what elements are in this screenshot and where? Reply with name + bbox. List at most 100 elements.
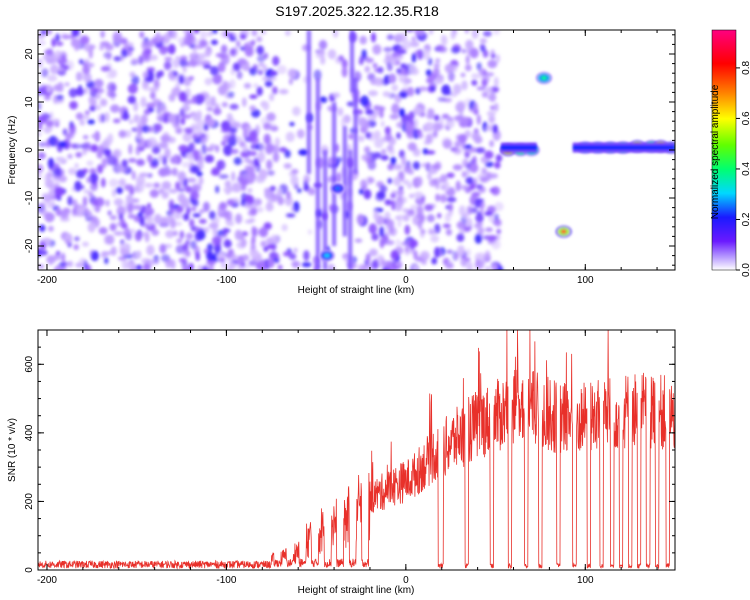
noise-blob <box>57 141 68 148</box>
streak <box>350 30 354 93</box>
noise-blob <box>285 131 295 142</box>
noise-blob <box>221 120 231 132</box>
noise-blob <box>194 44 205 49</box>
noise-blob <box>151 37 160 44</box>
noise-blob <box>44 212 55 223</box>
noise-blob <box>273 258 280 263</box>
noise-blob <box>146 215 154 226</box>
noise-blob <box>162 191 169 199</box>
noise-blob <box>252 64 258 71</box>
noise-blob <box>68 88 78 98</box>
noise-blob <box>178 187 185 193</box>
noise-blob <box>128 119 134 125</box>
noise-blob <box>257 151 266 163</box>
noise-blob <box>433 131 438 137</box>
noise-blob <box>494 213 499 221</box>
noise-blob <box>48 255 53 266</box>
noise-blob <box>371 233 379 241</box>
noise-blob <box>61 209 70 219</box>
noise-blob <box>374 78 384 87</box>
noise-blob <box>139 31 145 39</box>
noise-blob <box>184 197 191 209</box>
noise-blob <box>255 175 266 184</box>
noise-blob <box>407 125 413 134</box>
noise-blob <box>484 211 494 216</box>
noise-blob <box>376 191 386 198</box>
noise-blob <box>136 133 142 141</box>
noise-blob <box>441 84 451 96</box>
noise-blob <box>53 175 60 182</box>
noise-blob <box>372 62 378 69</box>
noise-blob <box>396 68 402 74</box>
noise-blob <box>388 73 397 84</box>
noise-blob <box>372 44 382 55</box>
y-tick-label: -10 <box>24 190 35 205</box>
noise-blob <box>448 70 455 82</box>
noise-blob <box>249 105 256 111</box>
noise-blob <box>256 206 264 213</box>
noise-blob <box>484 250 491 260</box>
noise-blob <box>150 157 160 167</box>
y-tick-label: 0 <box>24 147 35 153</box>
noise-blob <box>494 218 502 228</box>
noise-blob <box>307 229 313 235</box>
noise-blob <box>251 225 256 237</box>
chart-title: S197.2025.322.12.35.R18 <box>275 3 439 19</box>
noise-blob <box>364 65 371 73</box>
noise-blob <box>79 119 86 126</box>
noise-blob <box>41 30 46 35</box>
noise-blob <box>276 188 282 198</box>
noise-blob <box>421 261 427 265</box>
noise-blob <box>487 59 498 69</box>
noise-blob <box>118 178 126 187</box>
noise-blob <box>83 72 92 83</box>
noise-blob <box>249 249 259 257</box>
noise-blob <box>476 221 484 227</box>
noise-blob <box>489 105 495 111</box>
noise-blob <box>201 266 208 270</box>
noise-blob <box>386 219 395 229</box>
noise-blob <box>139 215 145 227</box>
noise-blob <box>181 161 192 168</box>
noise-blob <box>269 185 276 192</box>
noise-blob <box>267 76 277 81</box>
noise-blob <box>247 188 253 193</box>
noise-blob <box>466 205 472 216</box>
noise-blob <box>477 227 485 234</box>
noise-blob <box>241 262 246 267</box>
noise-blob <box>215 185 220 194</box>
noise-blob <box>125 194 134 204</box>
noise-blob <box>387 163 394 171</box>
noise-blob <box>407 64 418 75</box>
noise-blob <box>178 144 189 152</box>
noise-blob <box>188 76 194 81</box>
noise-blob <box>263 101 270 111</box>
noise-blob <box>386 61 393 72</box>
noise-blob <box>39 202 47 207</box>
noise-blob <box>148 87 159 92</box>
noise-blob <box>335 172 342 183</box>
noise-blob <box>248 151 257 156</box>
noise-blob <box>371 259 379 270</box>
noise-blob <box>453 148 462 155</box>
noise-blob <box>129 228 136 234</box>
noise-blob <box>401 155 407 167</box>
noise-blob <box>251 39 256 46</box>
noise-blob <box>146 67 156 73</box>
noise-blob <box>488 92 497 103</box>
noise-blob <box>461 80 468 91</box>
noise-blob <box>189 53 196 59</box>
noise-blob <box>154 123 163 132</box>
noise-blob <box>38 58 42 65</box>
noise-blob <box>74 236 80 242</box>
noise-blob <box>259 142 264 153</box>
noise-blob <box>434 246 441 258</box>
noise-blob <box>267 170 275 176</box>
noise-blob <box>88 96 94 103</box>
noise-blob <box>253 83 259 88</box>
noise-blob <box>150 91 156 100</box>
noise-blob <box>231 121 241 129</box>
noise-blob <box>107 155 117 166</box>
noise-blob <box>250 144 258 150</box>
noise-blob <box>425 69 432 77</box>
